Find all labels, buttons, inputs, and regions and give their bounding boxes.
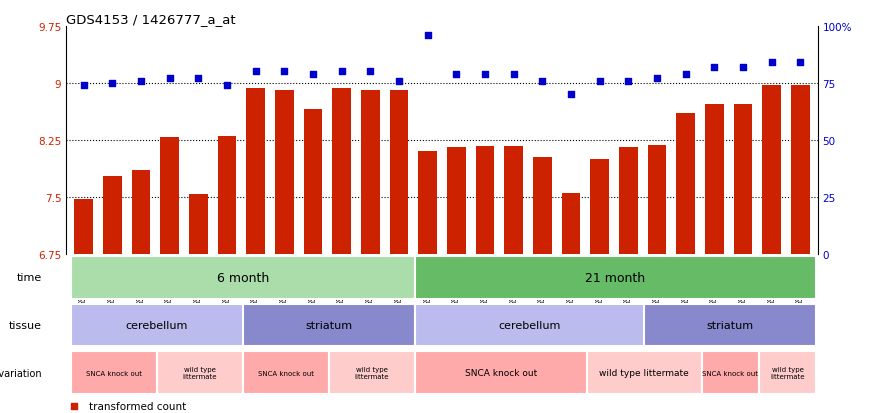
Point bbox=[679, 71, 693, 78]
Text: wild type
littermate: wild type littermate bbox=[182, 366, 217, 379]
Bar bbox=[243, 304, 415, 347]
Text: time: time bbox=[17, 273, 42, 283]
Bar bbox=[189, 194, 208, 254]
Bar bbox=[415, 256, 816, 299]
Bar bbox=[160, 138, 179, 254]
Bar bbox=[619, 148, 637, 254]
Text: striatum: striatum bbox=[305, 320, 353, 330]
Bar bbox=[763, 86, 781, 254]
Bar bbox=[702, 351, 758, 394]
Bar bbox=[587, 351, 702, 394]
Point bbox=[536, 78, 550, 85]
Bar bbox=[791, 86, 810, 254]
Point bbox=[707, 64, 721, 71]
Bar bbox=[74, 199, 93, 254]
Bar bbox=[71, 304, 243, 347]
Point bbox=[478, 71, 492, 78]
Text: SNCA knock out: SNCA knock out bbox=[258, 370, 314, 376]
Bar bbox=[591, 159, 609, 254]
Point bbox=[392, 78, 406, 85]
Point bbox=[278, 69, 292, 76]
Bar bbox=[505, 147, 523, 254]
Text: GDS4153 / 1426777_a_at: GDS4153 / 1426777_a_at bbox=[66, 13, 236, 26]
Bar bbox=[758, 351, 816, 394]
Point bbox=[794, 60, 808, 66]
Bar bbox=[361, 91, 379, 254]
Text: wild type
littermate: wild type littermate bbox=[770, 366, 804, 379]
Bar bbox=[247, 89, 265, 254]
Point bbox=[306, 71, 320, 78]
Bar bbox=[243, 351, 329, 394]
Bar bbox=[561, 193, 581, 254]
Text: genotype/variation: genotype/variation bbox=[0, 368, 42, 378]
Bar bbox=[476, 147, 494, 254]
Bar bbox=[71, 351, 156, 394]
Point bbox=[133, 78, 148, 85]
Bar bbox=[329, 351, 415, 394]
Point bbox=[736, 64, 751, 71]
Bar bbox=[275, 91, 293, 254]
Point bbox=[76, 83, 90, 89]
Bar bbox=[644, 304, 816, 347]
Text: 6 month: 6 month bbox=[217, 271, 269, 284]
Point bbox=[564, 92, 578, 98]
Bar bbox=[303, 110, 323, 254]
Bar bbox=[103, 177, 121, 254]
Bar bbox=[415, 304, 644, 347]
Point bbox=[449, 71, 463, 78]
Bar bbox=[648, 146, 667, 254]
Point bbox=[163, 76, 177, 82]
Bar bbox=[418, 152, 437, 254]
Bar bbox=[705, 105, 724, 254]
Text: 21 month: 21 month bbox=[585, 271, 645, 284]
Point bbox=[503, 327, 517, 334]
Point bbox=[421, 33, 435, 39]
Text: wild type littermate: wild type littermate bbox=[599, 368, 689, 377]
Point bbox=[334, 69, 348, 76]
Text: striatum: striatum bbox=[706, 320, 754, 330]
Text: wild type
littermate: wild type littermate bbox=[354, 366, 389, 379]
Bar bbox=[217, 137, 236, 254]
Bar bbox=[390, 91, 408, 254]
Point bbox=[363, 69, 377, 76]
Bar bbox=[415, 351, 587, 394]
Point bbox=[507, 71, 521, 78]
Bar bbox=[132, 171, 150, 254]
Text: SNCA knock out: SNCA knock out bbox=[702, 370, 758, 376]
Bar bbox=[332, 89, 351, 254]
Point bbox=[765, 60, 779, 66]
Bar bbox=[676, 114, 695, 254]
Point bbox=[592, 78, 606, 85]
Bar bbox=[533, 158, 552, 254]
Bar bbox=[71, 256, 415, 299]
Bar bbox=[734, 105, 752, 254]
Point bbox=[105, 80, 119, 87]
Text: SNCA knock out: SNCA knock out bbox=[465, 368, 537, 377]
Bar bbox=[447, 148, 466, 254]
Text: cerebellum: cerebellum bbox=[499, 320, 560, 330]
Point bbox=[650, 76, 664, 82]
Point bbox=[191, 76, 205, 82]
Point bbox=[503, 158, 517, 165]
Text: transformed count: transformed count bbox=[88, 401, 187, 411]
Text: tissue: tissue bbox=[9, 320, 42, 330]
Point bbox=[248, 69, 263, 76]
Text: cerebellum: cerebellum bbox=[126, 320, 187, 330]
Text: SNCA knock out: SNCA knock out bbox=[86, 370, 141, 376]
Point bbox=[621, 78, 636, 85]
Point bbox=[220, 83, 234, 89]
Bar bbox=[156, 351, 243, 394]
